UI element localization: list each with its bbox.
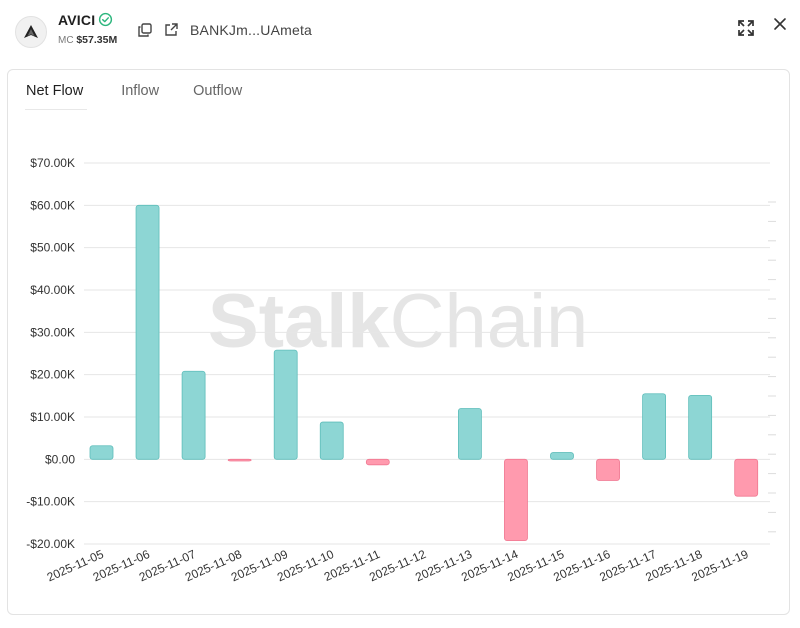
tab-outflow[interactable]: Outflow [193,83,243,99]
y-tick-label: $0.00 [45,452,75,466]
header: AVICI MC $57.35M BANKJm...UAmeta [0,0,800,62]
bar-2025-11-18 [688,395,713,460]
y-tick-label: $70.00K [30,156,75,170]
token-name: AVICI [58,12,96,28]
bar-2025-11-19 [734,458,759,497]
token-logo [15,16,47,48]
y-tick-label: -$10.00K [26,495,75,509]
bar-2025-11-13 [457,408,482,460]
bar-2025-11-10 [319,421,344,460]
bar-2025-11-17 [642,393,666,460]
bar-2025-11-14 [504,458,528,542]
y-tick-label: $10.00K [30,410,75,424]
verified-check-icon [98,12,113,27]
stalkchain-watermark: StalkChain [208,278,588,365]
avici-logo-icon [24,25,38,38]
copy-icon[interactable] [137,22,153,38]
external-link-icon[interactable] [163,22,179,38]
y-tick-label: $20.00K [30,368,75,382]
bar-2025-11-16 [596,458,620,481]
expand-icon[interactable] [736,18,756,38]
bar-2025-11-15 [550,452,574,460]
watermark-part2: Chain [389,279,589,364]
y-tick-label: $50.00K [30,241,75,255]
market-cap-label: MC [58,35,74,46]
y-tick-label: $30.00K [30,325,75,339]
bar-2025-11-08 [227,458,252,462]
bar-2025-11-09 [273,349,298,460]
bar-2025-11-06 [135,204,160,460]
y-tick-label: -$20.00K [26,537,75,551]
watermark-part1: Stalk [208,279,390,364]
bar-2025-11-11 [365,458,390,466]
tab-inflow[interactable]: Inflow [121,83,160,99]
token-address[interactable]: BANKJm...UAmeta [190,22,313,38]
close-icon[interactable] [771,15,789,33]
market-cap: MC $57.35M [58,34,117,46]
flow-tabs: Net Flow Inflow Outflow [25,80,276,110]
y-tick-label: $40.00K [30,283,75,297]
y-tick-label: $60.00K [30,198,75,212]
bar-2025-11-07 [181,370,206,460]
market-cap-value: $57.35M [76,34,118,46]
bar-2025-11-05 [89,445,114,460]
tab-net-flow[interactable]: Net Flow [25,80,88,110]
